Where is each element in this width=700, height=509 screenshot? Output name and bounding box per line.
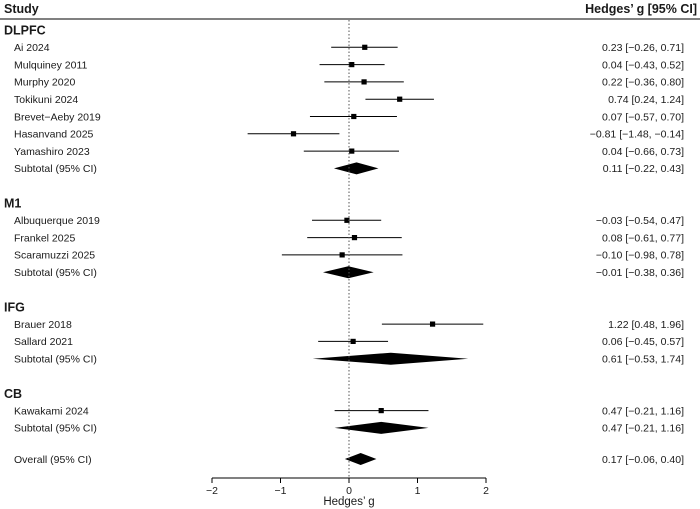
study-label: Hasanvand 2025 [14,129,94,141]
subtotal-label: Subtotal (95% CI) [14,267,97,279]
x-axis-label: Hedges’ g [323,496,374,508]
effect-ci-text: −0.03 [−0.54, 0.47] [596,215,684,227]
effect-ci-text: −0.10 [−0.98, 0.78] [596,250,684,262]
x-tick-label: −2 [206,485,218,497]
study-label: Ai 2024 [14,42,50,54]
subtotal-ci-text: 0.11 [−0.22, 0.43] [603,163,684,175]
subtotal-diamond [312,352,469,365]
group-label: IFG [4,300,25,314]
effect-marker [429,321,436,327]
group-label: DLPFC [4,24,46,38]
effect-marker [349,148,355,154]
effect-marker [349,62,355,68]
effect-marker [350,338,356,344]
subtotal-diamond [333,162,379,175]
x-axis: −2 −1 0 1 2 [206,20,489,497]
effect-ci-text: 0.22 [−0.36, 0.80] [602,77,684,89]
subtotal-ci-text: −0.01 [−0.38, 0.36] [596,267,684,279]
group-label: CB [4,387,22,401]
subtotal-label: Subtotal (95% CI) [14,423,97,435]
header-study: Study [4,2,39,16]
subtotal-ci-text: 0.61 [−0.53, 1.74] [602,354,684,366]
forest-rows: DLPFC Ai 2024 0.23 [−0.26, 0.71] Mulquiney … [4,24,684,466]
overall-label: Overall (95% CI) [14,454,92,466]
effect-marker [351,235,358,241]
effect-ci-text: 1.22 [0.48, 1.96] [608,319,684,331]
effect-ci-text: 0.06 [−0.45, 0.57] [602,336,684,348]
effect-ci-text: 0.04 [−0.66, 0.73] [602,146,684,158]
study-label: Tokikuni 2024 [14,94,78,106]
effect-ci-text: 0.08 [−0.61, 0.77] [602,232,684,244]
effect-ci-text: 0.47 [−0.21, 1.16] [602,405,684,417]
study-label: Brevet−Aeby 2019 [14,111,101,123]
overall-ci-text: 0.17 [−0.06, 0.40] [602,454,684,466]
study-label: Yamashiro 2023 [14,146,90,158]
x-tick-label: 2 [483,485,489,497]
subtotal-ci-text: 0.47 [−0.21, 1.16] [602,423,684,435]
effect-ci-text: 0.07 [−0.57, 0.70] [602,111,684,123]
study-label: Mulquiney 2011 [14,59,88,71]
overall-diamond [344,453,377,465]
effect-marker [290,131,297,137]
effect-marker [339,252,345,258]
study-label: Sallard 2021 [14,336,73,348]
study-label: Brauer 2018 [14,319,72,331]
effect-marker [344,217,350,223]
effect-ci-text: 0.23 [−0.26, 0.71] [602,42,684,54]
subtotal-label: Subtotal (95% CI) [14,354,97,366]
effect-marker [351,113,357,120]
subtotal-label: Subtotal (95% CI) [14,163,97,175]
effect-ci-text: −0.81 [−1.48, −0.14] [590,129,684,141]
study-label: Scaramuzzi 2025 [14,250,95,262]
study-label: Murphy 2020 [14,77,75,89]
effect-marker [362,44,368,50]
subtotal-diamond [322,266,374,279]
x-tick-label: 0 [346,485,352,497]
header-estimate: Hedges’ g [95% CI] [585,2,697,16]
effect-ci-text: 0.74 [0.24, 1.24] [608,94,684,106]
study-label: Kawakami 2024 [14,405,89,417]
study-label: Frankel 2025 [14,232,75,244]
subtotal-diamond [334,421,429,434]
effect-marker [361,79,367,85]
effect-ci-text: 0.04 [−0.43, 0.52] [602,59,684,71]
group-label: M1 [4,197,21,211]
effect-marker [397,96,403,102]
study-label: Albuquerque 2019 [14,215,100,227]
x-tick-label: −1 [275,485,287,497]
x-tick-label: 1 [415,485,421,497]
effect-marker [378,408,384,414]
